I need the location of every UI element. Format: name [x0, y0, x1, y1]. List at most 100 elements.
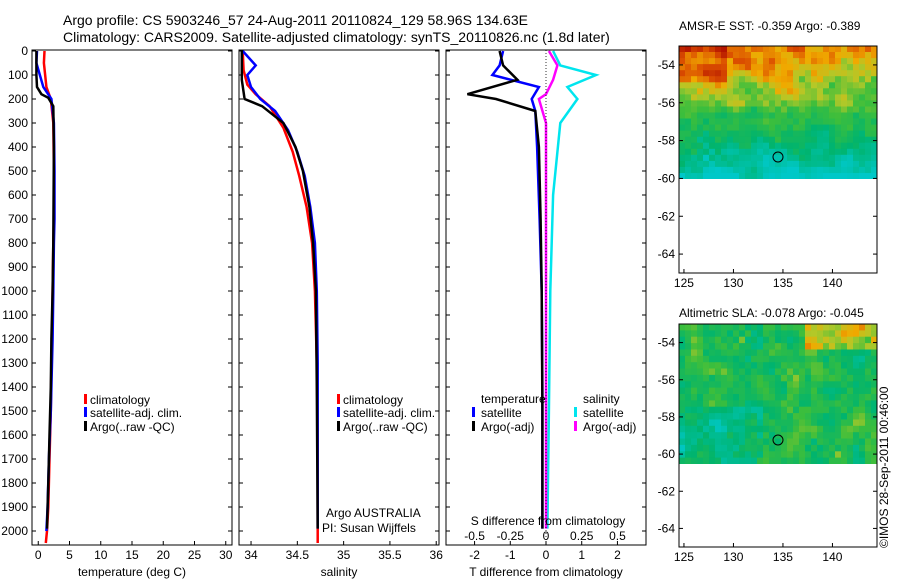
heatmap-cell: [847, 70, 854, 77]
heatmap-cell: [733, 88, 740, 95]
heatmap-cell: [733, 118, 740, 126]
salinity-x-ticks: 34 34.5 35 35.5 36: [244, 541, 443, 562]
heatmap-cell: [793, 58, 800, 65]
heatmap-cell: [817, 432, 824, 440]
heatmap-cell: [685, 457, 692, 464]
heatmap-cell: [757, 374, 764, 382]
heatmap-cell: [793, 82, 800, 89]
heatmap-cell: [835, 368, 842, 376]
heatmap-cell: [841, 70, 848, 77]
heatmap-cell: [697, 136, 704, 144]
heatmap-cell: [775, 118, 782, 126]
heatmap-cell: [823, 368, 830, 376]
heatmap-cell: [733, 166, 740, 174]
heatmap-cell: [703, 64, 710, 71]
heatmap-cell: [847, 94, 854, 101]
heatmap-cell: [871, 46, 877, 53]
heatmap-cell: [739, 413, 746, 421]
heatmap-cell: [709, 419, 716, 427]
heatmap-cell: [859, 343, 866, 351]
heatmap-cell: [787, 82, 794, 89]
heatmap-cell: [781, 368, 788, 376]
heatmap-cell: [835, 324, 842, 331]
heatmap-cell: [685, 419, 692, 427]
heatmap-cell: [721, 130, 728, 138]
heatmap-cell: [835, 100, 842, 107]
sst-map-title: AMSR-E SST: -0.359 Argo: -0.389: [679, 19, 861, 33]
heatmap-cell: [733, 400, 740, 408]
heatmap-cell: [823, 112, 830, 120]
heatmap-cell: [721, 362, 728, 370]
heatmap-cell: [865, 58, 872, 65]
heatmap-cell: [847, 52, 854, 59]
depth-tick-label: 500: [8, 164, 28, 178]
heatmap-cell: [685, 355, 692, 363]
heatmap-cell: [715, 400, 722, 408]
heatmap-cell: [703, 336, 710, 344]
heatmap-cell: [769, 148, 776, 156]
heatmap-cell: [769, 58, 776, 65]
heatmap-cell: [775, 355, 782, 363]
heatmap-cell: [781, 324, 788, 331]
heatmap-cell: [721, 387, 728, 395]
heatmap-cell: [841, 343, 848, 351]
heatmap-cell: [835, 355, 842, 363]
heatmap-cell: [763, 58, 770, 65]
x-tick-label: 35.5: [378, 548, 402, 562]
legend-label-climatology: climatology: [90, 393, 150, 407]
heatmap-cell: [691, 112, 698, 120]
heatmap-cell: [763, 76, 770, 83]
heatmap-cell: [721, 432, 728, 440]
heatmap-cell: [685, 324, 692, 331]
heatmap-cell: [835, 52, 842, 59]
heatmap-cell: [781, 94, 788, 101]
heatmap-cell: [709, 425, 716, 433]
lat-tick-label: -54: [658, 336, 676, 350]
heatmap-cell: [835, 160, 842, 168]
heatmap-cell: [811, 154, 818, 162]
heatmap-cell: [697, 118, 704, 126]
heatmap-cell: [685, 387, 692, 395]
heatmap-cell: [763, 142, 770, 150]
heatmap-cell: [793, 343, 800, 351]
heatmap-cell: [745, 362, 752, 370]
heatmap-cell: [811, 118, 818, 126]
heatmap-cell: [679, 355, 686, 363]
heatmap-cell: [841, 394, 848, 401]
heatmap-cell: [829, 362, 836, 370]
heatmap-cell: [775, 362, 782, 370]
heatmap-cell: [763, 106, 770, 114]
heatmap-cell: [685, 58, 692, 65]
heatmap-cell: [871, 355, 877, 363]
heatmap-cell: [721, 336, 728, 344]
heatmap-cell: [853, 381, 860, 389]
heatmap-cell: [775, 406, 782, 414]
heatmap-cell: [781, 82, 788, 89]
x-tick-label: -1: [505, 548, 516, 562]
heatmap-cell: [847, 324, 854, 331]
heatmap-cell: [769, 88, 776, 95]
heatmap-cell: [865, 324, 872, 331]
heatmap-cell: [757, 413, 764, 421]
heatmap-cell: [853, 106, 860, 114]
heatmap-cell: [769, 124, 776, 132]
heatmap-cell: [769, 343, 776, 351]
heatmap-cell: [799, 58, 806, 65]
heatmap-cell: [745, 394, 752, 401]
heatmap-cell: [739, 394, 746, 401]
heatmap-cell: [763, 112, 770, 120]
heatmap-cell: [871, 406, 877, 414]
heatmap-cell: [787, 142, 794, 150]
heatmap-cell: [859, 349, 866, 357]
heatmap-cell: [787, 394, 794, 401]
heatmap-cell: [799, 330, 806, 338]
heatmap-cell: [715, 118, 722, 126]
heatmap-cell: [871, 173, 877, 179]
heatmap-cell: [709, 130, 716, 138]
heatmap-cell: [775, 112, 782, 120]
heatmap-cell: [865, 64, 872, 71]
heatmap-cell: [763, 387, 770, 395]
heatmap-cell: [835, 166, 842, 174]
heatmap-cell: [811, 82, 818, 89]
heatmap-cell: [739, 362, 746, 370]
